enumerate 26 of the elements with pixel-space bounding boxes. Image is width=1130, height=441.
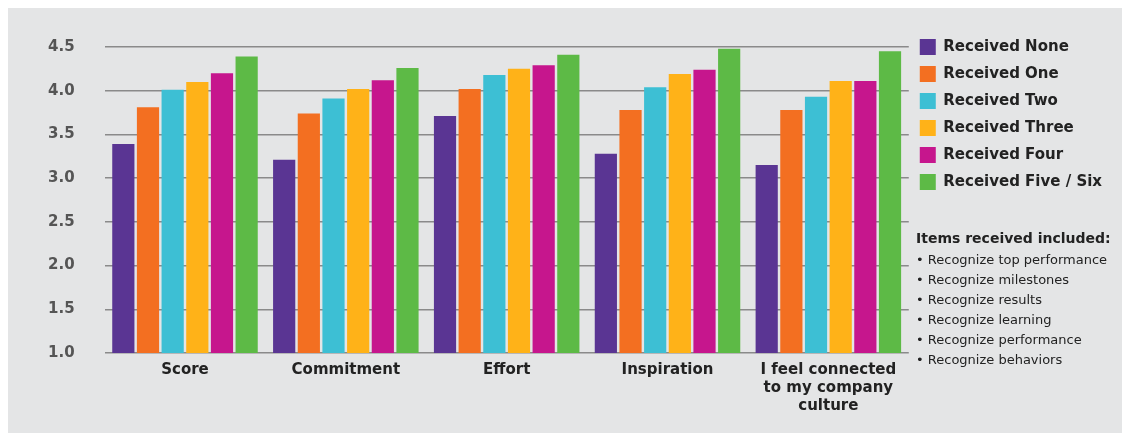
y-tick-label: 1.5 bbox=[47, 299, 75, 318]
legend-label: Received None bbox=[943, 36, 1069, 55]
legend-label: Received Three bbox=[943, 117, 1074, 136]
text: • Recognize behaviors bbox=[916, 352, 1064, 367]
legend-label: Received One bbox=[943, 63, 1059, 82]
y-tick-label: 1.0 bbox=[47, 342, 75, 361]
x-tick-label: Score bbox=[161, 359, 209, 378]
legend-label: Received Two bbox=[943, 90, 1058, 109]
x-tick-label: Inspiration bbox=[621, 359, 714, 378]
text: • Recognize top performance bbox=[916, 252, 1109, 267]
x-tick-label: I feel connected to my company culture bbox=[760, 359, 897, 414]
text: • Recognize performance bbox=[916, 332, 1083, 347]
text: • Recognize milestones bbox=[916, 272, 1071, 287]
y-tick-label: 2.5 bbox=[47, 211, 75, 230]
text: • Recognize results bbox=[916, 292, 1043, 307]
y-tick-label: 3.0 bbox=[47, 168, 75, 187]
legend-label: Received Five / Six bbox=[943, 171, 1103, 190]
x-tick-label: Effort bbox=[483, 359, 531, 378]
y-tick-label: 2.0 bbox=[47, 255, 75, 274]
legend-label: Received Four bbox=[943, 144, 1064, 163]
y-tick-label: 4.5 bbox=[47, 36, 75, 55]
y-tick-label: 4.0 bbox=[47, 80, 75, 99]
x-tick-label: Commitment bbox=[291, 359, 401, 378]
text: Items received included: bbox=[916, 230, 1111, 246]
text: • Recognize learning bbox=[916, 312, 1053, 327]
y-tick-label: 3.5 bbox=[47, 124, 75, 143]
